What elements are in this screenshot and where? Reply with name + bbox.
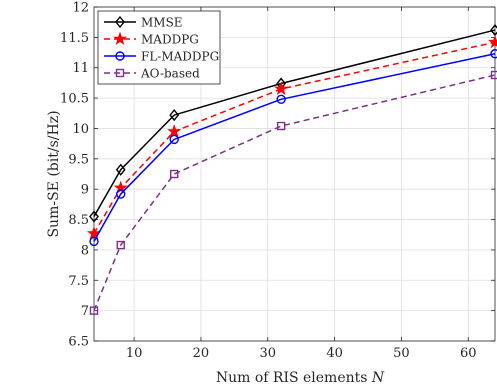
- legend-item-ao-based: AO-based: [104, 67, 200, 81]
- legend-item-mmse: MMSE: [104, 16, 183, 30]
- y-tick-label: 12: [72, 1, 89, 16]
- legend-marker-ao-based: [115, 68, 125, 78]
- legend-items: MMSE MADDPG FL-MADDPG AO-based: [104, 16, 219, 81]
- axis-ticks: 10 20 30 40 50 60 6.5 7 7.5 8 8.5 9 9.5 10 10.5 11 11.5 1…: [60, 1, 495, 361]
- x-axis-label: Num of RIS elements N: [216, 370, 385, 386]
- data-point-ao-based: [490, 70, 497, 80]
- y-axis-label: Sum-SE (bit/s/Hz): [46, 110, 62, 237]
- data-point-fl-maddpg: [116, 189, 126, 199]
- data-point-mmse: [89, 210, 99, 223]
- y-tick-label: 11.5: [60, 31, 89, 46]
- legend-item-fl-maddpg: FL-MADDPG: [104, 50, 219, 64]
- data-point-ao-based: [89, 306, 99, 315]
- series-line-fl-maddpg: [93, 53, 496, 242]
- x-tick-label: 20: [193, 346, 210, 361]
- series-line-mmse: [93, 29, 496, 217]
- y-tick-label: 10: [72, 122, 89, 137]
- legend-marker-fl-maddpg: [115, 51, 125, 61]
- legend-box: [97, 10, 221, 85]
- legend-label-maddpg: MADDPG: [141, 33, 199, 47]
- data-point-fl-maddpg: [89, 236, 99, 247]
- x-tick-label: 60: [460, 346, 477, 361]
- legend-item-maddpg: MADDPG: [104, 31, 199, 47]
- y-tick-label: 7: [81, 304, 89, 319]
- legend-label-fl-maddpg: FL-MADDPG: [141, 50, 219, 64]
- x-axis-label-main: Num of RIS elements: [216, 370, 372, 386]
- y-tick-label: 6.5: [68, 335, 89, 350]
- data-point-maddpg: [274, 81, 289, 95]
- series-line-ao-based: [93, 74, 496, 311]
- y-tick-label: 8.5: [68, 213, 89, 228]
- data-point-fl-maddpg: [490, 49, 497, 59]
- y-tick-label: 8: [81, 243, 89, 258]
- legend: MMSE MADDPG FL-MADDPG AO-based: [97, 10, 221, 85]
- data-point-mmse: [169, 108, 180, 122]
- grid-lines: [94, 6, 495, 342]
- series-lines: [86, 23, 497, 315]
- x-tick-label: 30: [259, 346, 276, 361]
- series-fl-maddpg: [89, 49, 497, 247]
- legend-label-mmse: MMSE: [141, 16, 183, 30]
- x-tick-label: 40: [326, 346, 343, 361]
- data-point-fl-maddpg: [169, 134, 179, 145]
- y-tick-label: 10.5: [60, 92, 89, 107]
- data-point-mmse: [115, 163, 126, 176]
- y-tick-label: 11: [72, 61, 89, 76]
- x-tick-label: 10: [126, 346, 143, 361]
- y-tick-label: 9: [81, 183, 89, 198]
- x-axis-label-variable: N: [371, 370, 385, 386]
- plot-frame: [93, 6, 496, 342]
- legend-label-ao-based: AO-based: [140, 67, 200, 81]
- x-tick-label: 50: [393, 346, 410, 361]
- data-point-maddpg: [167, 124, 182, 138]
- data-point-ao-based: [116, 240, 125, 250]
- series-ao-based: [89, 70, 497, 315]
- data-point-fl-maddpg: [276, 94, 286, 105]
- legend-marker-maddpg: [112, 31, 128, 45]
- data-point-maddpg: [487, 34, 497, 49]
- data-point-ao-based: [169, 169, 179, 179]
- legend-marker-mmse: [115, 15, 125, 29]
- y-tick-label: 7.5: [68, 274, 89, 289]
- data-point-ao-based: [276, 121, 286, 131]
- y-tick-label: 9.5: [68, 152, 89, 167]
- series-maddpg: [86, 34, 497, 240]
- data-point-maddpg: [86, 226, 102, 240]
